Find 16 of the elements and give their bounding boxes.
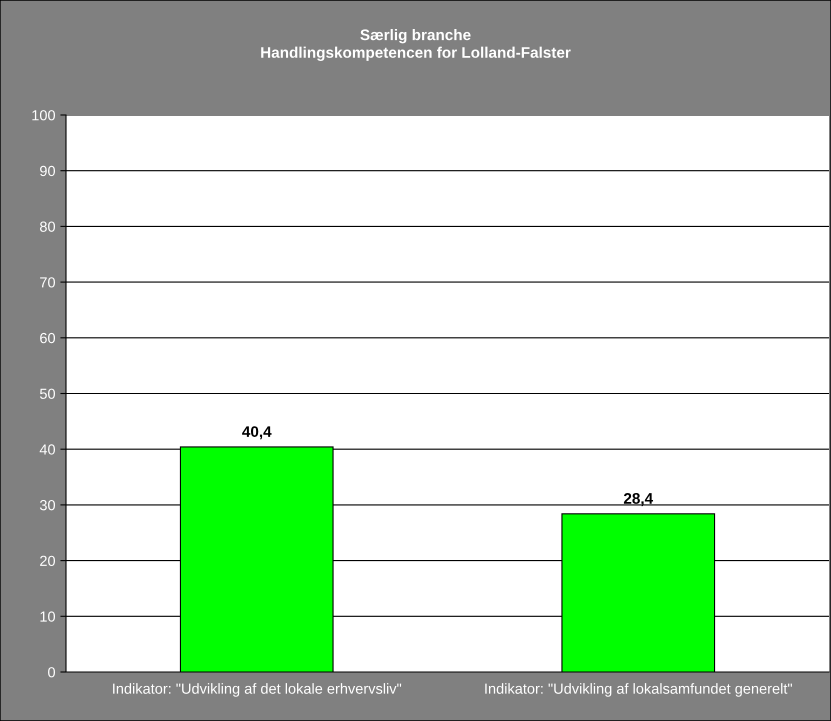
y-tick-label: 60 — [40, 332, 56, 344]
data-label: 40,4 — [242, 426, 272, 440]
y-tick-label: 0 — [48, 667, 56, 678]
x-tick-label: Indikator: "Udvikling af lokalsamfundet generelt" — [485, 683, 792, 697]
y-tick-label: 90 — [40, 166, 56, 176]
y-tick-label: 100 — [32, 110, 56, 120]
y-tick-label: 10 — [40, 611, 56, 622]
y-tick-label: 40 — [40, 444, 56, 455]
x-tick-label: Indikator: "Udvikling af det lokale erhvervsliv" — [113, 683, 402, 697]
chart-title: Særlig branche Handlingskompetencen for Lolland-Falster — [261, 29, 571, 61]
data-label: 28,4 — [624, 493, 654, 506]
y-tick-label: 20 — [40, 556, 56, 566]
y-tick-label: 30 — [40, 500, 56, 510]
y-tick-label: 50 — [40, 388, 56, 399]
y-tick-label: 70 — [40, 277, 56, 288]
y-tick-label: 80 — [40, 222, 56, 232]
